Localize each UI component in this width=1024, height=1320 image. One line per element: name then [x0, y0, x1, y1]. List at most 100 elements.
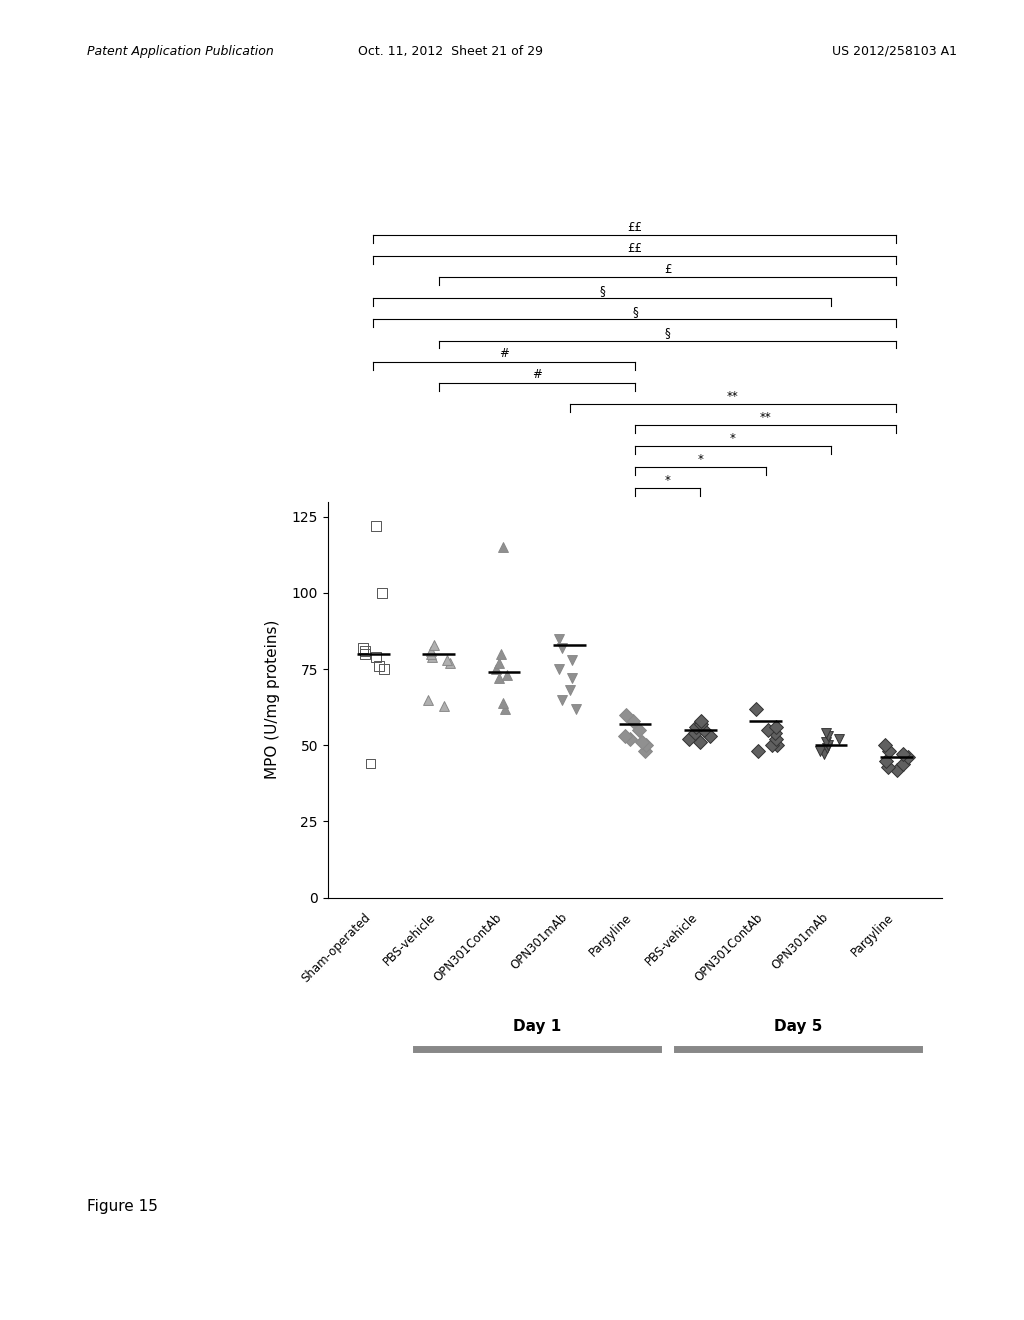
Point — [371, 656, 387, 677]
Point — [438, 649, 455, 671]
Point — [499, 665, 515, 686]
Point — [696, 719, 713, 741]
Text: *: * — [697, 453, 703, 466]
Point — [441, 652, 458, 673]
Point — [426, 634, 442, 655]
Text: §: § — [632, 305, 638, 318]
Point — [830, 729, 847, 750]
Point — [638, 735, 654, 756]
Point — [561, 680, 578, 701]
Point — [686, 722, 702, 743]
Point — [768, 729, 784, 750]
Text: US 2012/258103 A1: US 2012/258103 A1 — [833, 45, 957, 58]
Point — [368, 515, 384, 536]
Point — [376, 659, 392, 680]
Text: OPN301mAb: OPN301mAb — [508, 911, 569, 973]
Point — [631, 719, 647, 741]
Point — [563, 668, 580, 689]
Point — [812, 741, 828, 762]
Point — [423, 643, 439, 664]
Point — [554, 689, 570, 710]
Text: *: * — [665, 474, 671, 487]
Text: #: # — [531, 368, 542, 381]
Point — [564, 649, 581, 671]
Point — [889, 759, 905, 780]
Text: Pargyline: Pargyline — [587, 911, 635, 958]
Point — [492, 652, 508, 673]
Point — [423, 640, 439, 661]
Point — [880, 756, 896, 777]
Text: Day 5: Day 5 — [774, 1019, 822, 1034]
Point — [487, 659, 504, 680]
Point — [357, 640, 374, 661]
Point — [881, 741, 897, 762]
Point — [634, 731, 650, 752]
Text: **: ** — [727, 389, 738, 403]
Point — [435, 696, 452, 717]
Point — [355, 638, 372, 659]
Point — [554, 638, 570, 659]
Point — [688, 717, 705, 738]
Text: £: £ — [664, 263, 672, 276]
Point — [626, 710, 642, 731]
Text: OPN301mAb: OPN301mAb — [769, 911, 830, 973]
Text: *: * — [730, 432, 736, 445]
Point — [568, 698, 585, 719]
Point — [497, 698, 513, 719]
Point — [617, 726, 634, 747]
Point — [750, 741, 766, 762]
Text: #: # — [500, 347, 509, 360]
Point — [637, 741, 653, 762]
Point — [368, 647, 384, 668]
Text: ££: ££ — [628, 242, 642, 255]
Text: Patent Application Publication: Patent Application Publication — [87, 45, 273, 58]
Text: OPN301ContAb: OPN301ContAb — [431, 911, 504, 983]
Point — [900, 747, 916, 768]
Point — [895, 752, 911, 774]
Point — [362, 752, 379, 774]
Text: OPN301ContAb: OPN301ContAb — [692, 911, 766, 983]
Point — [879, 750, 895, 771]
Text: ££: ££ — [628, 220, 642, 234]
Text: Day 1: Day 1 — [513, 1019, 561, 1034]
Point — [767, 717, 783, 738]
Point — [623, 729, 639, 750]
Point — [374, 582, 390, 603]
Point — [419, 689, 435, 710]
Point — [768, 735, 784, 756]
Point — [693, 710, 710, 731]
Text: §: § — [665, 326, 671, 339]
Point — [817, 722, 834, 743]
Point — [617, 705, 634, 726]
Point — [820, 735, 837, 756]
Point — [877, 735, 893, 756]
Point — [817, 731, 834, 752]
Point — [551, 628, 567, 649]
Text: Figure 15: Figure 15 — [87, 1199, 158, 1213]
Point — [495, 537, 511, 558]
Text: PBS-vehicle: PBS-vehicle — [381, 911, 439, 969]
Point — [760, 719, 776, 741]
Point — [767, 722, 783, 743]
Point — [818, 738, 835, 759]
Text: PBS-vehicle: PBS-vehicle — [643, 911, 700, 969]
Point — [895, 744, 911, 766]
Point — [551, 659, 567, 680]
Text: **: ** — [760, 411, 771, 424]
Text: Pargyline: Pargyline — [849, 911, 896, 958]
Point — [819, 726, 836, 747]
Point — [424, 647, 440, 668]
Y-axis label: MPO (U/mg proteins): MPO (U/mg proteins) — [265, 620, 281, 779]
Point — [357, 643, 374, 664]
Point — [764, 735, 780, 756]
Point — [495, 692, 511, 713]
Point — [701, 726, 718, 747]
Point — [816, 744, 833, 766]
Text: Sham-operated: Sham-operated — [299, 911, 374, 985]
Point — [692, 713, 709, 734]
Point — [748, 698, 764, 719]
Point — [493, 643, 509, 664]
Text: §: § — [599, 284, 605, 297]
Point — [681, 729, 697, 750]
Point — [692, 731, 709, 752]
